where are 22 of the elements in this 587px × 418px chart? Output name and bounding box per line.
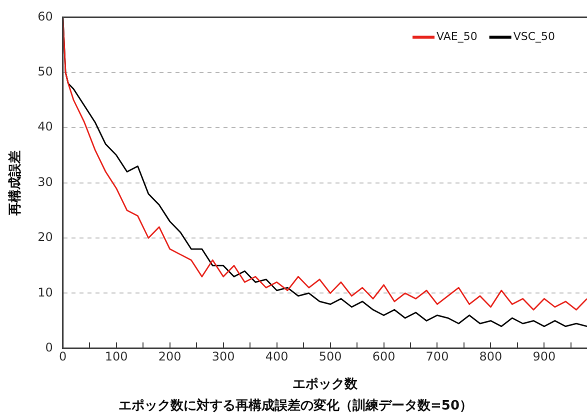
text: エポック数に対する再構成誤差の変化（訓練データ数=50） [118,398,472,414]
x-tick-label: 700 [426,350,449,364]
y-tick-label: 10 [38,285,53,300]
y-tick-label: 40 [38,120,53,134]
x-tick-label: 300 [212,350,235,364]
y-tick-label: 50 [38,64,53,79]
y-tick-label: 60 [38,9,53,24]
legend-label: VSC_50 [513,30,555,44]
x-tick-label: 100 [104,350,128,364]
legend-label: VAE_50 [436,30,478,44]
x-tick-label: 800 [479,350,502,364]
y-axis-title: 再構成誤差 [7,150,24,216]
x-tick-label: 400 [265,350,288,364]
y-tick-label: 30 [38,174,53,189]
y-tick-label: 20 [38,230,53,244]
x-tick-label: 0 [59,350,67,364]
x-tick-label: 600 [372,350,396,364]
x-tick-label: 900 [532,350,556,364]
x-axis-title: エポック数 [292,376,358,392]
x-tick-label: 200 [158,350,182,364]
x-tick-label: 500 [318,350,342,364]
y-tick-label: 0 [45,340,53,355]
